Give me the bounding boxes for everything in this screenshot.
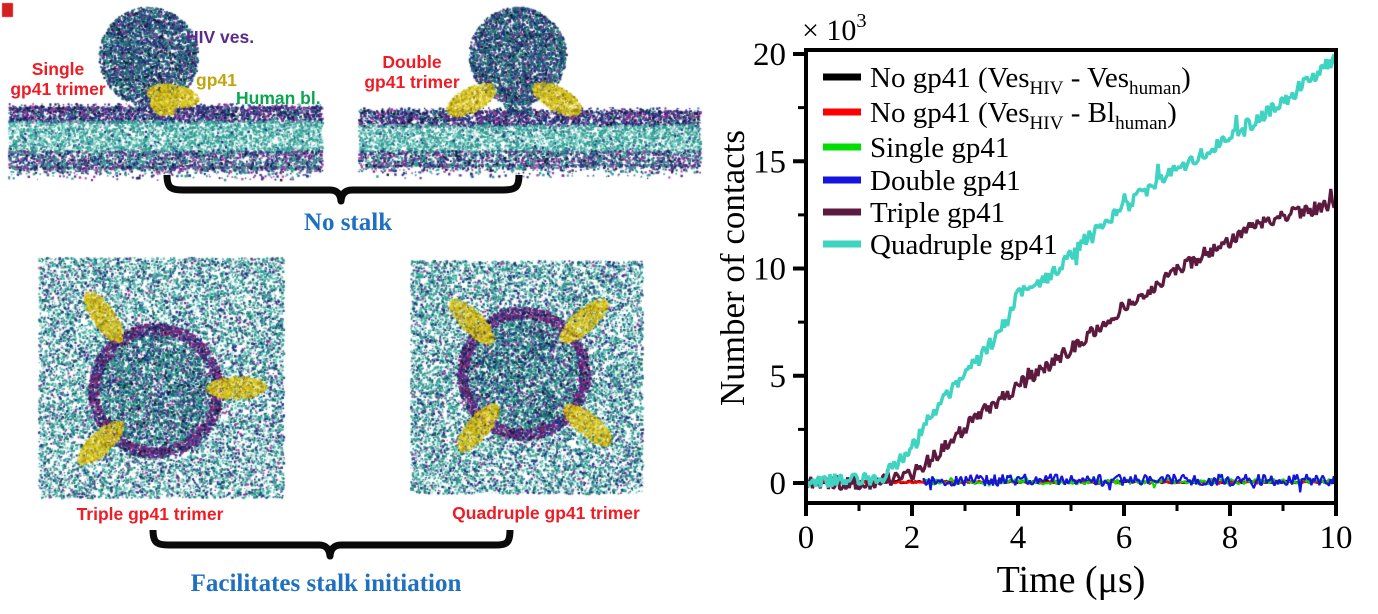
y-tick-label: 20	[753, 37, 786, 73]
legend-item: Triple gp41	[823, 197, 1005, 229]
series-quadruple-gp41	[805, 54, 1338, 489]
legend: No gp41 (VesHIV - Veshuman)No gp41 (VesH…	[823, 62, 1191, 261]
axes: 0 2 4 6 8 10 0 5 10 15 20 × 103 Number of contacts Ti…	[720, 10, 1353, 601]
single-trimer-label-line2: gp41 trimer	[10, 78, 106, 99]
double-trimer-label-line1: Double	[382, 52, 442, 72]
legend-label: Single gp41	[870, 132, 1009, 164]
legend-label: Double gp41	[870, 165, 1021, 197]
double-trimer-label-line2: gp41 trimer	[364, 71, 460, 92]
hiv-vesicle-annotation: HIV ves.	[186, 27, 255, 47]
x-tick-label: 2	[904, 520, 921, 556]
x-tick-label: 6	[1116, 520, 1133, 556]
double-trimer-label: Double gp41 trimer	[352, 52, 472, 93]
x-axis-title: Time (μs)	[997, 559, 1146, 601]
x-tick-label: 8	[1222, 520, 1239, 556]
legend-item: Single gp41	[823, 132, 1009, 164]
no-stalk-caption: No stalk	[303, 209, 393, 236]
series-double-gp41	[922, 473, 1337, 493]
single-trimer-label: Single gp41 trimer	[2, 59, 114, 100]
legend-label: No gp41 (VesHIV - Blhuman)	[870, 97, 1177, 134]
human-bilayer-annotation: Human bl.	[236, 88, 321, 108]
y-scale-label: × 103	[802, 10, 867, 47]
braces-overlay	[149, 174, 523, 560]
contacts-vs-time-chart: 0 2 4 6 8 10 0 5 10 15 20 × 103 Number of contacts Ti…	[720, 10, 1353, 601]
y-tick-label: 15	[753, 144, 786, 180]
stalk-initiation-caption: Facilitates stalk initiation	[190, 570, 462, 597]
simulation-snapshots-canvas	[0, 0, 720, 614]
legend-label: Triple gp41	[870, 197, 1005, 229]
legend-item: No gp41 (VesHIV - Blhuman)	[823, 97, 1177, 134]
triple-trimer-label: Triple gp41 trimer	[76, 504, 224, 524]
x-tick-label: 4	[1010, 520, 1027, 556]
x-tick-label: 0	[798, 520, 815, 556]
legend-label: Quadruple gp41	[870, 229, 1058, 261]
quadruple-trimer-label: Quadruple gp41 trimer	[452, 503, 640, 523]
gp41-annotation: gp41	[196, 70, 237, 90]
curves	[804, 54, 1338, 493]
plot-frame	[804, 48, 1338, 505]
y-tick-label: 5	[770, 359, 787, 395]
legend-item: No gp41 (VesHIV - Veshuman)	[823, 62, 1191, 99]
y-tick-label: 10	[753, 252, 786, 288]
y-axis-title: Number of contacts	[720, 130, 752, 406]
brace-stalk-initiation	[149, 529, 514, 560]
single-trimer-label-line1: Single	[31, 59, 85, 79]
brace-no-stalk	[163, 174, 523, 205]
series-triple-gp41	[804, 188, 1338, 491]
legend-item: Quadruple gp41	[823, 229, 1058, 261]
legend-label: No gp41 (VesHIV - Veshuman)	[870, 62, 1191, 99]
y-tick-label: 0	[770, 466, 787, 502]
legend-item: Double gp41	[823, 165, 1021, 197]
x-tick-label: 10	[1320, 520, 1353, 556]
